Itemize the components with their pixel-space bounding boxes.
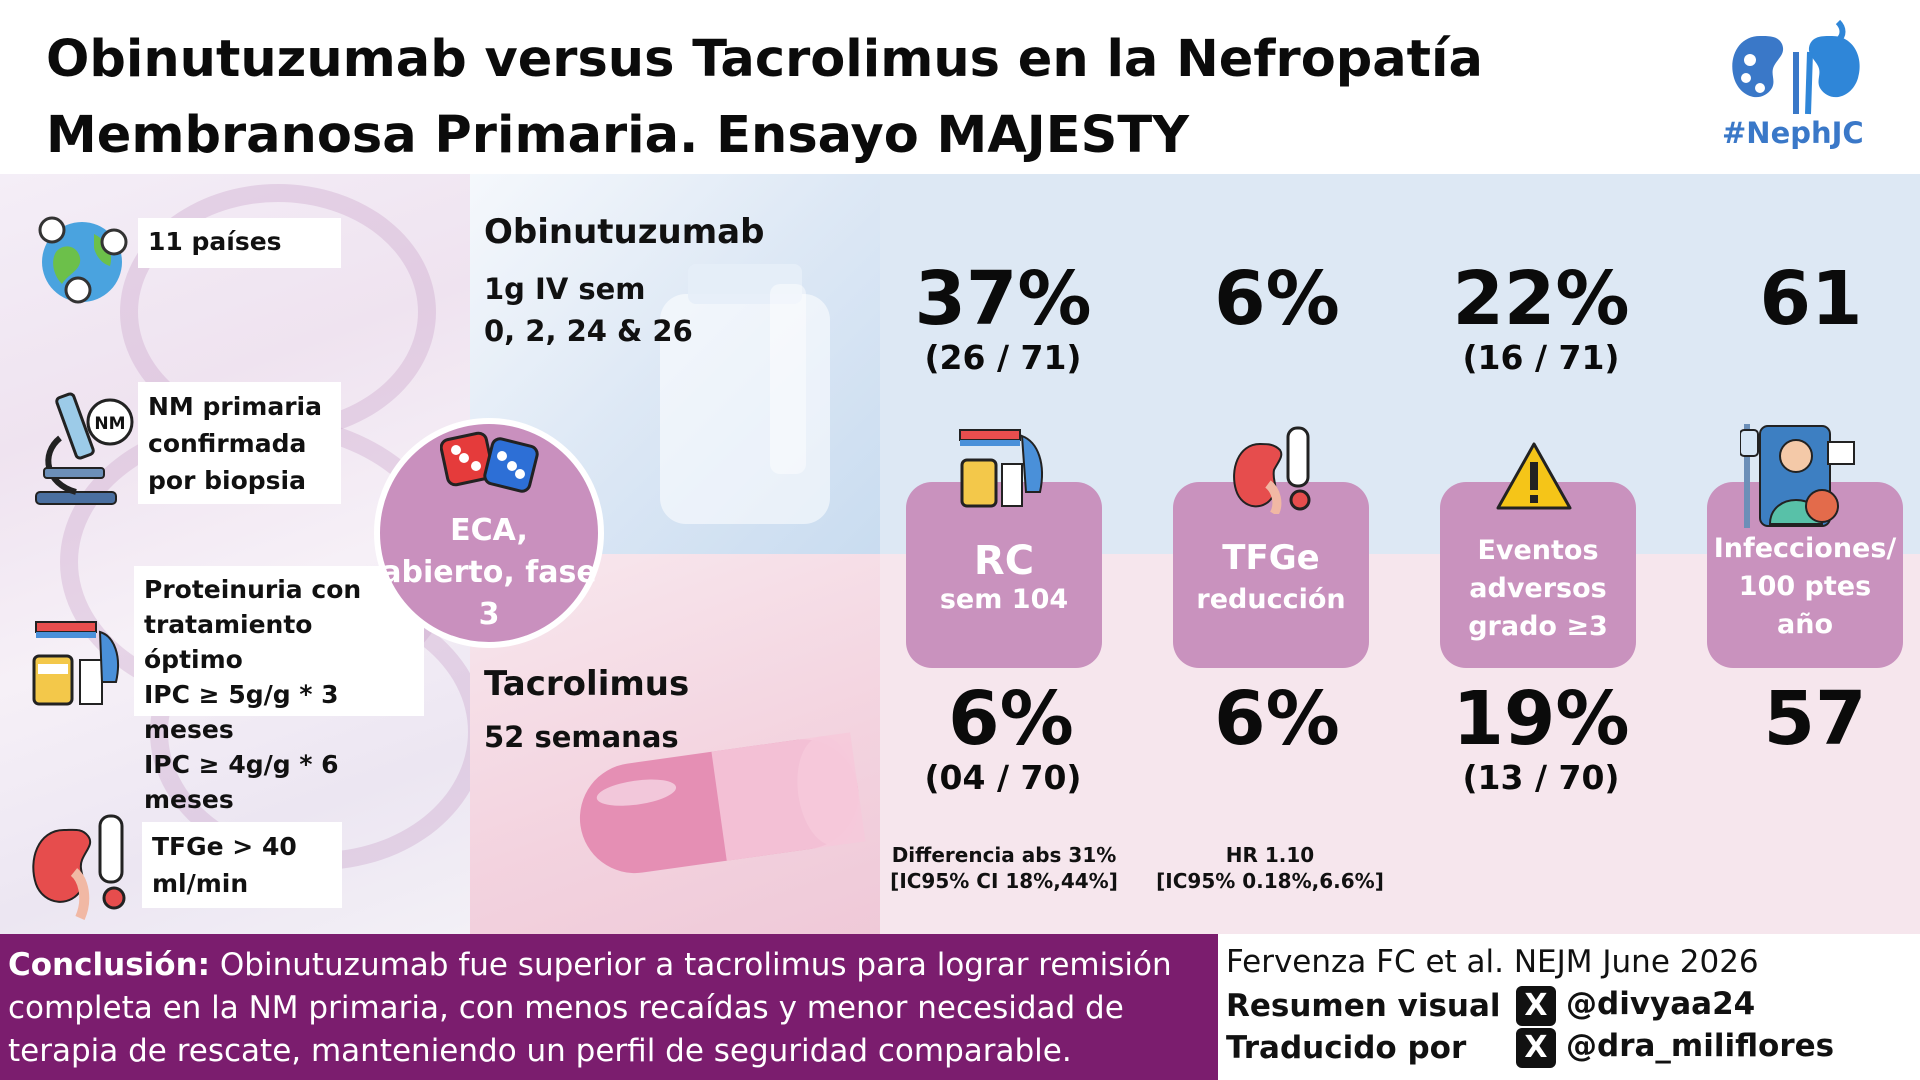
egfr-label-line-2: reducción — [1196, 584, 1346, 615]
title-line-2: Membranosa Primaria. Ensayo MAJESTY — [46, 106, 1190, 165]
proteinuria-line-1: Proteinuria con — [144, 575, 362, 604]
tacrolimus-duration: 52 semanas — [484, 720, 679, 754]
egfr-tacrolimus-value: 6% — [1214, 676, 1340, 762]
trial-line-3: 3 — [478, 597, 500, 632]
biopsy-line-2: confirmada — [148, 429, 307, 458]
infections-obinutuzumab-value: 61 — [1759, 256, 1863, 342]
conclusion-text: Obinutuzumab fue superior a tacrolimus p… — [8, 947, 1172, 1069]
kidney-logo-icon — [1732, 19, 1860, 115]
visual-summary-handle[interactable]: @divyaa24 — [1566, 986, 1756, 1022]
cr-obinutuzumab-value: 37% — [914, 256, 1092, 342]
proteinuria-line-3: IPC ≥ 5g/g * 3 meses — [144, 680, 339, 744]
obinutuzumab-dose: 1g IV sem 0, 2, 24 & 26 — [484, 268, 693, 352]
globe-people-icon — [38, 216, 128, 304]
infections-label-line-1: Infecciones/ — [1713, 533, 1897, 564]
visual-summary-label: Resumen visual — [1226, 988, 1501, 1024]
proteinuria-line-2: tratamiento óptimo — [144, 610, 313, 674]
egfr-card: TFGe reducción — [1173, 482, 1369, 668]
cr-obinutuzumab-fraction: (26 / 71) — [924, 338, 1082, 377]
kidney-icon — [32, 814, 126, 920]
logo-hashtag: #NephJC — [1722, 116, 1864, 150]
citation: Fervenza FC et al. NEJM June 2026 — [1226, 944, 1759, 980]
adverse-obinutuzumab-fraction: (16 / 71) — [1462, 338, 1620, 377]
proteinuria-line-4: IPC ≥ 4g/g * 6 meses — [144, 750, 339, 814]
x-logo-icon: X — [1516, 1028, 1556, 1068]
obinutuzumab-panel — [470, 174, 880, 554]
cr-label-line-1: RC — [973, 538, 1035, 584]
egfr-note: HR 1.10 [IC95% 0.18%,6.6%] — [1140, 842, 1400, 894]
adverse-tacrolimus-fraction: (13 / 70) — [1462, 758, 1620, 797]
translated-by-label: Traducido por — [1226, 1030, 1467, 1066]
countries-text: 11 países — [148, 227, 282, 256]
countries-box: 11 países — [138, 218, 341, 268]
microscope-icon: NM — [35, 392, 134, 505]
adverse-tacrolimus-value: 19% — [1452, 676, 1630, 762]
trial-line-2: abierto, fase — [381, 555, 597, 590]
urine-test-icon — [959, 429, 1043, 508]
egfr-note-line-1: HR 1.10 — [1225, 843, 1315, 867]
obinutuzumab-dose-line-1: 1g IV sem — [484, 272, 646, 306]
trial-line-1: ECA, — [450, 513, 528, 548]
egfr-note-line-2: [IC95% 0.18%,6.6%] — [1156, 869, 1384, 893]
translated-by-handle[interactable]: @dra_miliflores — [1566, 1028, 1835, 1064]
cr-note-line-1: Differencia abs 31% — [891, 843, 1117, 867]
biopsy-box: NM primaria confirmada por biopsia — [138, 382, 341, 504]
kidney-icon — [1233, 426, 1311, 514]
egfr-obinutuzumab-value: 6% — [1214, 256, 1340, 342]
tacrolimus-title: Tacrolimus — [484, 664, 690, 704]
urine-test-icon — [32, 621, 119, 706]
obinutuzumab-title: Obinutuzumab — [484, 212, 765, 252]
x-logo-icon: X — [1516, 986, 1556, 1026]
patient-iv-icon — [1740, 424, 1855, 528]
obinutuzumab-dose-line-2: 0, 2, 24 & 26 — [484, 314, 693, 348]
cr-note: Differencia abs 31% [IC95% CI 18%,44%] — [874, 842, 1134, 894]
tacrolimus-panel — [470, 554, 880, 934]
warning-icon — [1496, 442, 1572, 510]
egfr-line-2: ml/min — [152, 869, 249, 898]
cr-tacrolimus-fraction: (04 / 70) — [924, 758, 1082, 797]
cr-label-line-2: sem 104 — [939, 584, 1069, 615]
adverse-card: Eventos adversos grado ≥3 — [1440, 482, 1636, 668]
dice-icon — [440, 431, 539, 493]
adverse-obinutuzumab-value: 22% — [1452, 256, 1630, 342]
cr-note-line-2: [IC95% CI 18%,44%] — [890, 869, 1118, 893]
trial-design-circle: ECA, abierto, fase 3 — [374, 418, 604, 648]
adverse-label-line-2: adversos — [1469, 573, 1607, 604]
adverse-label-line-1: Eventos — [1477, 535, 1599, 566]
vial-icon — [660, 264, 830, 524]
conclusion-label: Conclusión: — [8, 947, 211, 983]
title-line-1: Obinutuzumab versus Tacrolimus en la Nef… — [46, 30, 1483, 89]
egfr-line-1: TFGe > 40 — [152, 832, 297, 861]
nephjc-logo: #NephJC — [1720, 18, 1890, 150]
conclusion-box: Conclusión: Obinutuzumab fue superior a … — [0, 934, 1218, 1080]
infections-label-line-2: 100 ptes año — [1738, 571, 1872, 640]
biopsy-line-3: por biopsia — [148, 466, 306, 495]
proteinuria-box: Proteinuria con tratamiento óptimo IPC ≥… — [134, 566, 424, 814]
egfr-label-line-1: TFGe — [1222, 538, 1320, 578]
cr-card: RC sem 104 — [906, 482, 1102, 668]
microscope-badge-text: NM — [94, 414, 125, 434]
adverse-label-line-3: grado ≥3 — [1468, 611, 1608, 642]
cr-tacrolimus-value: 6% — [948, 676, 1074, 762]
capsule-icon — [579, 732, 866, 874]
page-title: Obinutuzumab versus Tacrolimus en la Nef… — [46, 22, 1626, 174]
biopsy-line-1: NM primaria — [148, 392, 322, 421]
egfr-box: TFGe > 40 ml/min — [142, 822, 342, 908]
credits-box: Fervenza FC et al. NEJM June 2026 Resume… — [1218, 934, 1920, 1080]
infections-tacrolimus-value: 57 — [1763, 676, 1867, 762]
